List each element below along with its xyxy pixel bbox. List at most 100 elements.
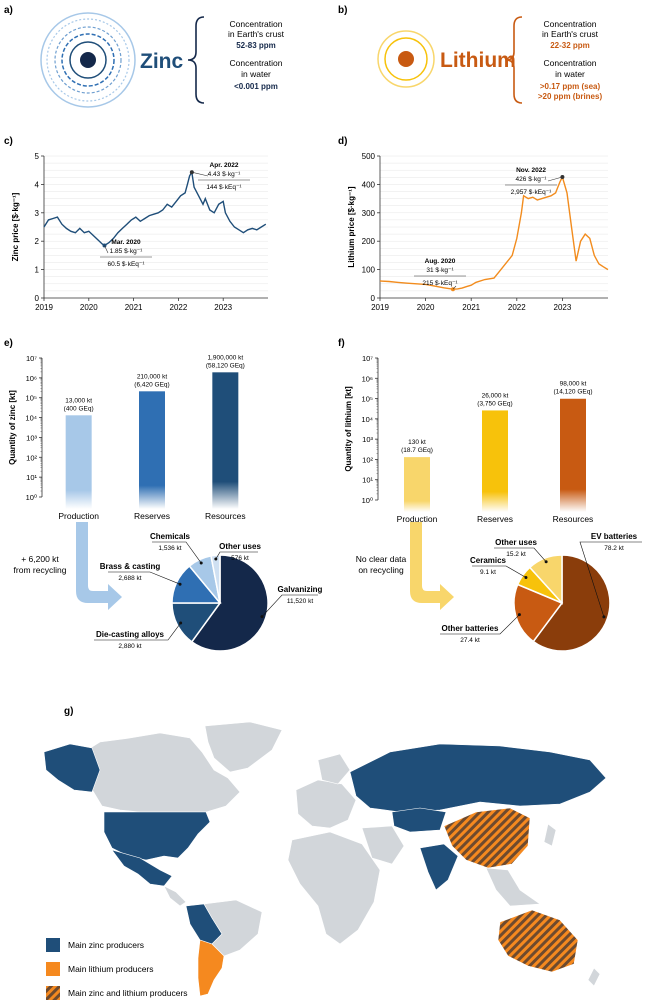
- y-tick-label: 10¹: [26, 473, 37, 482]
- lithium-price-chart: 0 100 200 300 400 500 2019 2020 2021 2022 2023 Lith…: [347, 152, 609, 312]
- pie-leader: [108, 571, 181, 585]
- bar-eq-label: (6,420 GEq): [134, 381, 169, 388]
- bar-value-label: 98,000 kt: [560, 381, 587, 388]
- map-china: [443, 807, 531, 869]
- y-tick-label: 100: [362, 266, 376, 275]
- map-middle-east: [361, 825, 405, 865]
- y-tick-label: 10⁵: [362, 395, 373, 404]
- annotation-leader: [104, 245, 109, 254]
- y-tick-label: 10⁰: [362, 496, 373, 505]
- zinc-price-chart: 0 1 2 3 4 5 2019 2020 2021 2022 2023 Zinc price [$·…: [11, 152, 268, 312]
- y-tick-label: 10⁷: [26, 354, 37, 363]
- y-tick-label: 500: [362, 152, 376, 161]
- map-chile-argentina: [197, 939, 225, 997]
- category-label: Production: [397, 514, 438, 524]
- y-tick-label: 10³: [362, 435, 373, 444]
- bar-value-label: 13,000 kt: [65, 397, 92, 404]
- pie-value-label: 576 kt: [231, 555, 249, 562]
- legend-label-both: Main zinc and lithium producers: [68, 988, 188, 998]
- y-tick-label: 1: [35, 266, 40, 275]
- map-scandinavia: [317, 753, 351, 785]
- bar-eq-label: (3,750 GEq): [477, 400, 512, 407]
- pie-label: Brass & casting: [100, 562, 161, 571]
- annotation-cost: 144 $·kEq⁻¹: [206, 184, 242, 191]
- map-australia: [497, 909, 579, 973]
- y-tick-label: 10⁷: [362, 354, 373, 363]
- bar-eq-label: (14,120 GEq): [553, 389, 592, 396]
- bar-eq-label: (18.7 GEq): [401, 447, 433, 454]
- zinc-quantity-chart: 10⁰ 10¹ 10² 10³ 10⁴ 10⁵ 10⁶ 10⁷ Quantity of zinc…: [8, 354, 246, 521]
- lithium-crust-value: 22-32 ppm: [550, 41, 590, 50]
- annotation-price: 31 $·kg⁻¹: [426, 267, 454, 274]
- pie-slice: [190, 554, 269, 652]
- annotation-price: 426 $·kg⁻¹: [516, 176, 548, 183]
- category-label: Resources: [205, 511, 246, 521]
- zinc-uses-pie: Galvanizing 11,520 kt Die-casting alloys 2,…: [94, 532, 323, 652]
- pie-label: Die-casting alloys: [96, 630, 165, 639]
- panel-label-f: f): [338, 338, 345, 349]
- x-tick-label: 2020: [80, 303, 98, 312]
- zinc-brace: [187, 16, 205, 104]
- pie-value-label: 1,536 kt: [158, 545, 181, 552]
- x-tick-label: 2022: [170, 303, 188, 312]
- bar: [212, 372, 239, 509]
- x-tick-label: 2023: [554, 303, 572, 312]
- x-tick-label: 2019: [35, 303, 53, 312]
- map-japan: [543, 823, 557, 847]
- annotation-cost: 60.5 $·kEq⁻¹: [107, 261, 145, 268]
- y-tick-label: 400: [362, 180, 376, 189]
- zinc-name: Zinc: [140, 50, 183, 73]
- pie-value-label: 2,880 kt: [118, 643, 141, 650]
- lithium-recycling-note-1: No clear data: [356, 554, 407, 564]
- pie-label: Other batteries: [442, 624, 499, 633]
- y-tick-label: 2: [35, 237, 40, 246]
- bar: [482, 410, 508, 512]
- pie-label: Other uses: [495, 538, 537, 547]
- price-line: [379, 175, 609, 290]
- pie-label: EV batteries: [591, 532, 638, 541]
- y-tick-label: 0: [35, 294, 40, 303]
- annotation-date: Nov. 2022: [516, 167, 546, 174]
- map-new-zealand: [587, 967, 601, 987]
- pie-leader: [579, 541, 642, 618]
- pie-leader: [472, 565, 527, 578]
- lithium-crust-label-2: in Earth's crust: [542, 29, 599, 39]
- bar: [560, 398, 586, 512]
- x-tick-label: 2019: [371, 303, 389, 312]
- lithium-atom-icon: [377, 30, 435, 88]
- y-tick-label: 300: [362, 209, 376, 218]
- y-tick-label: 10⁴: [361, 415, 373, 424]
- zinc-recycling-note-2: from recycling: [14, 565, 67, 575]
- category-label: Reserves: [477, 514, 513, 524]
- zinc-crust-label-2: in Earth's crust: [228, 29, 285, 39]
- panel-label-e: e): [4, 338, 13, 349]
- map-kazakhstan: [391, 807, 447, 833]
- x-tick-label: 2021: [125, 303, 143, 312]
- pie-leader: [440, 614, 520, 635]
- zinc-atom-icon: [40, 12, 136, 108]
- zinc-water-label-2: in water: [241, 69, 271, 79]
- y-tick-label: 5: [35, 152, 40, 161]
- y-axis-label: Lithium price [$·kg⁻¹]: [347, 186, 356, 267]
- legend-label-zinc: Main zinc producers: [68, 940, 144, 950]
- zinc-water-label-1: Concentration: [230, 58, 283, 68]
- bar-eq-label: (58,120 GEq): [206, 362, 245, 369]
- bar: [404, 457, 430, 512]
- y-tick-label: 10²: [26, 453, 37, 462]
- lithium-water-label-2: in water: [555, 69, 585, 79]
- y-tick-label: 10⁶: [362, 374, 373, 383]
- map-alaska: [43, 743, 101, 793]
- map-europe: [295, 779, 357, 829]
- lithium-uses-pie: EV batteries 78.2 kt Other batteries 27.4 k…: [440, 532, 642, 652]
- pie-value-label: 27.4 kt: [460, 637, 480, 644]
- x-tick-label: 2023: [214, 303, 232, 312]
- lithium-brace: [505, 16, 523, 104]
- bar-value-label: 210,000 kt: [137, 373, 168, 380]
- zinc-water-value: <0.001 ppm: [234, 82, 278, 91]
- pie-slice: [210, 554, 221, 604]
- price-line: [43, 170, 267, 247]
- panel-label-g: g): [64, 706, 73, 717]
- lithium-recycling-arrow: [410, 522, 454, 610]
- pie-leader: [494, 547, 547, 562]
- panel-label-b: b): [338, 5, 347, 16]
